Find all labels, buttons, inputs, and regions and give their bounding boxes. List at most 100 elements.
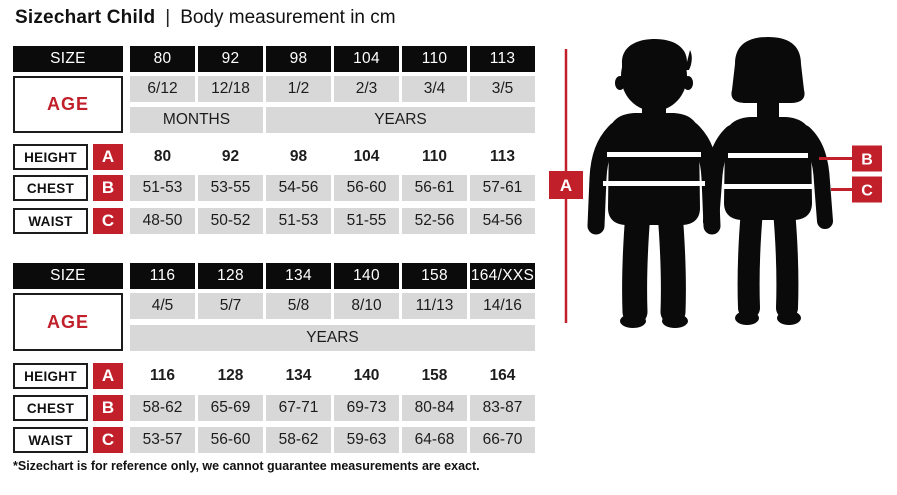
size-value: 140 <box>334 263 399 289</box>
age-value: 14/16 <box>470 293 535 319</box>
svg-text:B: B <box>861 152 873 169</box>
measure-value: 64-68 <box>402 427 467 453</box>
measure-letter-badge: B <box>93 175 123 201</box>
measure-value: 54-56 <box>470 208 535 234</box>
measure-value: 128 <box>198 363 263 389</box>
measure-value: 104 <box>334 144 399 170</box>
age-value: 11/13 <box>402 293 467 319</box>
size-value: 80 <box>130 46 195 72</box>
measure-letter-badge: A <box>93 363 123 389</box>
measure-value: 48-50 <box>130 208 195 234</box>
size-value: 158 <box>402 263 467 289</box>
measure-value: 98 <box>266 144 331 170</box>
height-label-a: A <box>549 171 583 199</box>
footnote: *Sizechart is for reference only, we can… <box>13 459 480 473</box>
size-header: SIZE <box>13 46 123 72</box>
boy-chest-line <box>607 152 701 157</box>
title-separator: | <box>165 7 171 28</box>
measure-row-label: CHEST B <box>13 395 123 421</box>
title-subtitle: Body measurement in cm <box>180 7 396 28</box>
age-value: 3/5 <box>470 76 535 102</box>
size-value: 128 <box>198 263 263 289</box>
girl-waist-line <box>724 184 812 189</box>
measure-value: 56-61 <box>402 175 467 201</box>
age-value: 3/4 <box>402 76 467 102</box>
age-value: 8/10 <box>334 293 399 319</box>
measure-letter-badge: C <box>93 427 123 453</box>
age-value: 5/8 <box>266 293 331 319</box>
measurement-figure: A B C <box>549 37 882 328</box>
measure-row-label: WAIST C <box>13 208 123 234</box>
measure-value: 57-61 <box>470 175 535 201</box>
measure-row-label: HEIGHT A <box>13 144 123 170</box>
measure-value: 58-62 <box>130 395 195 421</box>
measure-row-label: WAIST C <box>13 427 123 453</box>
measure-value: 65-69 <box>198 395 263 421</box>
measure-letter-badge: C <box>93 208 123 234</box>
measure-label: CHEST <box>13 175 88 201</box>
measure-value: 50-52 <box>198 208 263 234</box>
size-table-large: SIZE 116 128 134 140 158 164/XXS AGE 4/5 5/7 5/8 8/… <box>13 263 535 453</box>
size-table-small: SIZE 80 92 98 104 110 113 AGE 6/12 12/18 1/2 2/3 3/4… <box>13 46 535 234</box>
measure-label: WAIST <box>13 427 88 453</box>
measure-value: 56-60 <box>334 175 399 201</box>
age-header: AGE <box>13 293 123 351</box>
measure-value: 53-55 <box>198 175 263 201</box>
measure-value: 140 <box>334 363 399 389</box>
size-value: 98 <box>266 46 331 72</box>
measure-value: 134 <box>266 363 331 389</box>
boy-silhouette <box>587 39 721 328</box>
svg-text:A: A <box>560 176 572 195</box>
measure-value: 92 <box>198 144 263 170</box>
measure-value: 110 <box>402 144 467 170</box>
measure-value: 69-73 <box>334 395 399 421</box>
measure-label: CHEST <box>13 395 88 421</box>
measure-value: 80-84 <box>402 395 467 421</box>
size-value: 113 <box>470 46 535 72</box>
measure-value: 51-53 <box>266 208 331 234</box>
size-value: 164/XXS <box>470 263 535 289</box>
chest-label-b: B <box>852 145 882 172</box>
measure-label: HEIGHT <box>13 363 88 389</box>
size-value: 104 <box>334 46 399 72</box>
measure-value: 113 <box>470 144 535 170</box>
measure-value: 164 <box>470 363 535 389</box>
age-value: 6/12 <box>130 76 195 102</box>
measure-row-label: CHEST B <box>13 175 123 201</box>
measure-row-label: HEIGHT A <box>13 363 123 389</box>
age-header: AGE <box>13 76 123 133</box>
girl-silhouette <box>703 37 833 325</box>
svg-text:C: C <box>861 183 873 200</box>
age-unit-label: YEARS <box>130 325 535 351</box>
girl-chest-line <box>728 153 808 158</box>
measure-label: HEIGHT <box>13 144 88 170</box>
measure-value: 59-63 <box>334 427 399 453</box>
measure-value: 53-57 <box>130 427 195 453</box>
age-unit-label: YEARS <box>266 107 535 133</box>
measure-value: 83-87 <box>470 395 535 421</box>
age-value: 2/3 <box>334 76 399 102</box>
measure-value: 67-71 <box>266 395 331 421</box>
measure-value: 56-60 <box>198 427 263 453</box>
measure-letter-badge: B <box>93 395 123 421</box>
measure-value: 52-56 <box>402 208 467 234</box>
size-value: 92 <box>198 46 263 72</box>
measure-value: 80 <box>130 144 195 170</box>
measure-value: 58-62 <box>266 427 331 453</box>
measure-value: 116 <box>130 363 195 389</box>
measure-value: 51-55 <box>334 208 399 234</box>
measure-value: 66-70 <box>470 427 535 453</box>
age-value: 5/7 <box>198 293 263 319</box>
measure-label: WAIST <box>13 208 88 234</box>
size-value: 116 <box>130 263 195 289</box>
measure-value: 51-53 <box>130 175 195 201</box>
age-value: 12/18 <box>198 76 263 102</box>
size-value: 110 <box>402 46 467 72</box>
measure-letter-badge: A <box>93 144 123 170</box>
age-unit-label: MONTHS <box>130 107 263 133</box>
measure-value: 158 <box>402 363 467 389</box>
page-title: Sizechart Child | Body measurement in cm <box>15 7 396 29</box>
title-main: Sizechart Child <box>15 7 156 28</box>
age-value: 4/5 <box>130 293 195 319</box>
